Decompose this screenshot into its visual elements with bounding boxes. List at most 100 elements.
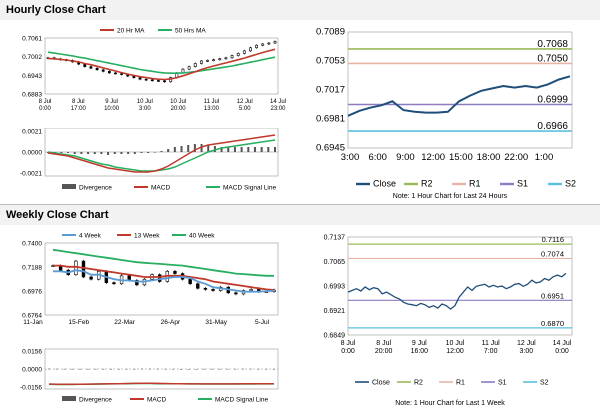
candle xyxy=(138,77,142,80)
candle xyxy=(144,78,148,81)
x-tick-label: 10:00 xyxy=(104,106,120,112)
candle xyxy=(196,283,200,289)
x-tick-label: 3:00 xyxy=(139,106,151,112)
weekly-macd-chart: 0.0156 0.0000 -0.0156 Divergence MACD MACD Si… xyxy=(20,349,279,404)
divergence-bar xyxy=(233,147,236,152)
y-tick-label: -0.0021 xyxy=(20,171,42,178)
x-tick-label: 17:00 xyxy=(71,106,87,112)
divergence-bar xyxy=(187,369,190,370)
divergence-bar xyxy=(274,147,276,152)
divergence-bar xyxy=(265,368,268,370)
divergence-bar xyxy=(218,368,221,370)
y-tick-label: 0.7065 xyxy=(324,259,346,266)
divergence-bar xyxy=(273,368,275,370)
close-line xyxy=(347,272,567,310)
hourly-macd-chart: 0.0021 0.0000 -0.0021 Divergence MACD MACD Si… xyxy=(20,128,279,192)
divergence-bar xyxy=(164,368,167,370)
x-tick-label: 5-Jul xyxy=(255,319,270,326)
x-tick-label: 8 Jul xyxy=(341,340,356,347)
divergence-bar xyxy=(73,152,76,154)
weekly-candlestick-chart: 4 Week 13 Week 40 Week 0.7400 0.7188 0.6976 0.… xyxy=(22,233,279,326)
legend-label: 13 Week xyxy=(134,233,160,240)
x-tick-label: 9 Jul xyxy=(105,99,118,105)
divergence-bar xyxy=(94,368,97,370)
divergence-bar xyxy=(141,368,144,370)
legend-label: MACD xyxy=(147,397,166,404)
y-tick-label: 0.6849 xyxy=(324,333,346,340)
x-tick-label: 15-Feb xyxy=(68,319,89,326)
divergence-bar xyxy=(127,152,130,154)
x-tick-label: 10 Jul xyxy=(170,99,186,105)
divergence-bar xyxy=(87,152,90,154)
level-label: 0.7074 xyxy=(541,249,564,258)
y-tick-label: 0.6981 xyxy=(316,114,345,125)
weekly-note: Note: 1 Hour Chart for Last 1 Week xyxy=(395,400,505,407)
divergence-bar xyxy=(80,152,83,154)
legend-label: 50 Hrs MA xyxy=(175,28,206,35)
y-tick-label: 0.6883 xyxy=(22,92,42,99)
x-tick-label: 3:00 xyxy=(520,348,534,355)
divergence-bar xyxy=(167,149,170,152)
x-tick-label: 10 Jul xyxy=(137,99,153,105)
divergence-bar xyxy=(110,368,113,370)
level-label: 0.7050 xyxy=(537,53,568,64)
y-tick-label: 0.7089 xyxy=(316,27,345,38)
legend-label: MACD Signal Line xyxy=(223,185,276,192)
candle xyxy=(199,60,203,64)
x-tick-label: 7:00 xyxy=(484,348,498,355)
divergence-bar xyxy=(172,368,175,370)
legend-label: 40 Week xyxy=(189,233,215,240)
legend-swatch xyxy=(62,184,76,189)
legend-label: S2 xyxy=(540,380,549,387)
y-tick-label: 0.7061 xyxy=(22,36,42,43)
candle xyxy=(206,60,209,62)
divergence-bar xyxy=(249,368,252,370)
y-tick-label: 0.6921 xyxy=(324,308,346,315)
level-label: 0.6870 xyxy=(541,319,564,328)
candle xyxy=(101,69,105,72)
level-label: 0.6999 xyxy=(537,95,568,106)
y-tick-label: 0.7002 xyxy=(22,54,42,61)
y-tick-label: 0.6764 xyxy=(22,313,42,320)
divergence-bar xyxy=(147,152,150,153)
close-line xyxy=(347,75,571,117)
plot-area xyxy=(44,37,279,95)
x-tick-label: 0:00 xyxy=(341,348,355,355)
level-label: 0.7116 xyxy=(542,235,564,244)
candle xyxy=(193,63,197,67)
legend-label: 4 Week xyxy=(79,233,102,240)
divergence-bar xyxy=(71,368,74,370)
x-tick-label: 26-Apr xyxy=(161,319,181,326)
divergence-bar xyxy=(60,152,63,153)
divergence-bar xyxy=(133,368,136,370)
candle xyxy=(212,59,216,62)
candle xyxy=(89,66,93,69)
legend-label: Divergence xyxy=(79,185,112,192)
candle xyxy=(163,80,166,83)
divergence-bar xyxy=(257,368,260,370)
divergence-bar xyxy=(67,152,70,153)
divergence-bar xyxy=(117,368,120,370)
x-tick-label: 31-May xyxy=(205,319,227,326)
divergence-bar xyxy=(100,152,103,154)
candle xyxy=(112,282,116,285)
macd-line xyxy=(48,382,274,386)
x-tick-label: 8 Jul xyxy=(39,99,52,105)
y-tick-label: 0.0000 xyxy=(22,367,42,374)
legend-label: S2 xyxy=(565,179,576,189)
ma-20-line xyxy=(47,48,276,81)
candle xyxy=(120,73,124,75)
y-tick-label: 0.6976 xyxy=(22,289,42,296)
x-tick-label: 9 Jul xyxy=(412,340,427,347)
divergence-bar xyxy=(210,368,213,370)
candle xyxy=(107,71,111,74)
divergence-bar xyxy=(93,152,96,154)
divergence-bar xyxy=(193,144,196,152)
divergence-bar xyxy=(102,368,105,370)
divergence-bar xyxy=(148,368,151,370)
divergence-bar xyxy=(207,145,210,152)
candle xyxy=(74,260,78,275)
level-label: 0.6966 xyxy=(537,121,568,132)
legend-label: R1 xyxy=(469,179,481,189)
plot-area xyxy=(347,31,573,149)
